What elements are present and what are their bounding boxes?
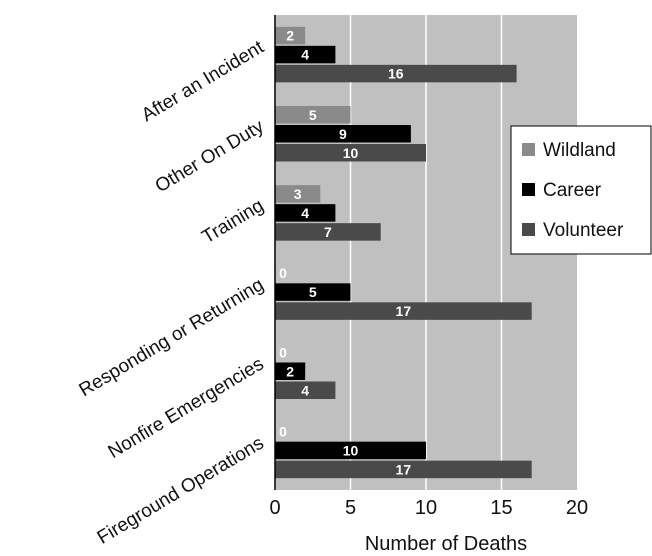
legend: Wildland Career Volunteer [510, 125, 652, 255]
bar-value-label: 16 [388, 66, 404, 82]
bar-value-label: 3 [294, 186, 302, 202]
x-tick-label: 20 [566, 497, 588, 519]
bar-volunteer [275, 64, 517, 83]
bar-wildland [275, 106, 351, 124]
bar-value-label: 5 [309, 107, 317, 123]
legend-swatch-career [522, 183, 535, 196]
bar-volunteer [275, 460, 532, 479]
bar-value-label: 17 [396, 461, 412, 477]
bar-career [275, 204, 336, 222]
bar-volunteer [275, 381, 336, 399]
x-axis-title: Number of Deaths [365, 533, 527, 555]
bar-value-label: 17 [396, 303, 412, 319]
legend-label: Volunteer [543, 220, 624, 241]
bars [275, 26, 532, 479]
bar-career [275, 441, 426, 460]
bar-value-label: 2 [286, 28, 294, 44]
category-label: Other On Duty [152, 116, 268, 197]
bar-wildland [275, 185, 321, 203]
x-tick-label: 5 [345, 497, 356, 519]
bar-value-label: 4 [301, 205, 309, 221]
category-label: Training [199, 195, 268, 248]
legend-swatch-volunteer [522, 223, 535, 236]
bar-career [275, 125, 411, 143]
bar-value-label: 10 [343, 145, 359, 161]
bar-value-label: 4 [301, 47, 309, 63]
legend-swatch-wildland [522, 143, 535, 156]
bar-value-label: 5 [309, 284, 317, 300]
legend-label: Career [543, 180, 602, 201]
bar-value-label: 9 [339, 126, 347, 142]
x-axis-ticks: 0 5 10 15 20 [269, 497, 588, 519]
bar-volunteer [275, 223, 381, 241]
bar-wildland [275, 26, 306, 45]
legend-label: Wildland [543, 140, 616, 161]
category-label: After an Incident [138, 37, 268, 127]
bar-career [275, 362, 306, 380]
bar-career [275, 283, 351, 301]
x-tick-label: 10 [415, 497, 437, 519]
bar-value-label: 0 [279, 423, 287, 439]
bar-value-label: 4 [301, 382, 309, 398]
x-tick-label: 0 [269, 497, 280, 519]
bar-volunteer [275, 302, 532, 320]
bar-value-label: 7 [324, 224, 332, 240]
gridlines [349, 15, 503, 490]
bar-value-label: 2 [286, 363, 294, 379]
bar-value-label: 0 [279, 265, 287, 281]
bar-career [275, 45, 336, 64]
bar-value-label: 10 [343, 442, 359, 458]
bar-value-label: 0 [279, 344, 287, 360]
x-tick-label: 15 [490, 497, 512, 519]
bar-volunteer [275, 144, 426, 162]
